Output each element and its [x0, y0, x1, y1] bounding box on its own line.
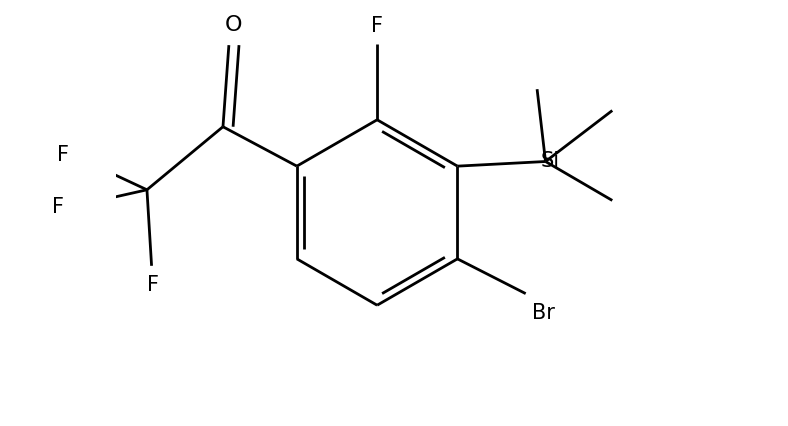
Text: F: F — [371, 16, 383, 36]
Text: F: F — [52, 197, 65, 217]
Text: Br: Br — [533, 302, 556, 322]
Text: Si: Si — [540, 150, 559, 170]
Text: O: O — [225, 15, 243, 35]
Text: F: F — [57, 144, 69, 164]
Text: F: F — [147, 275, 159, 294]
